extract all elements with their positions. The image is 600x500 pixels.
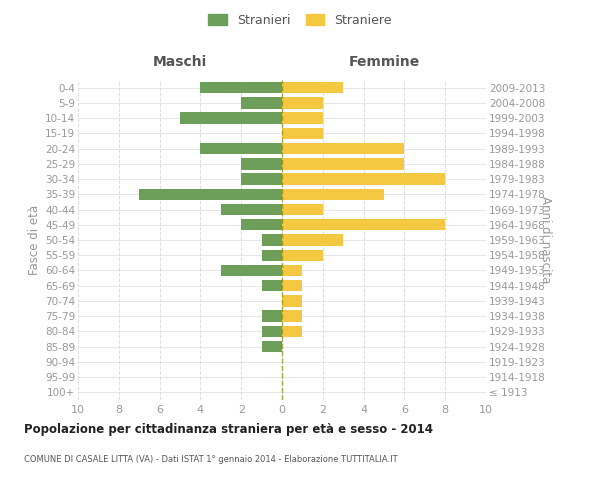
Bar (241, 219, 282, 230)
Bar (262, 280, 282, 291)
Bar (221, 204, 282, 215)
Bar (139, 188, 282, 200)
Bar (262, 326, 282, 337)
Bar (200, 143, 282, 154)
Y-axis label: Fasce di età: Fasce di età (28, 205, 41, 275)
Bar (282, 97, 323, 108)
Bar (241, 158, 282, 170)
Bar (262, 250, 282, 261)
Bar (282, 310, 302, 322)
Bar (282, 188, 384, 200)
Bar (262, 310, 282, 322)
Bar (200, 82, 282, 94)
Bar (282, 326, 302, 337)
Bar (282, 204, 323, 215)
Bar (282, 234, 343, 246)
Bar (180, 112, 282, 124)
Bar (282, 265, 302, 276)
Bar (241, 97, 282, 108)
Bar (282, 128, 323, 139)
Bar (282, 295, 302, 306)
Bar (282, 219, 445, 230)
Bar (262, 341, 282, 352)
Bar (282, 158, 404, 170)
Text: Femmine: Femmine (349, 56, 419, 70)
Bar (282, 280, 302, 291)
Y-axis label: Anni di nascita: Anni di nascita (539, 196, 553, 284)
Bar (282, 82, 343, 94)
Bar (282, 143, 404, 154)
Bar (282, 112, 323, 124)
Bar (221, 265, 282, 276)
Bar (241, 174, 282, 185)
Text: COMUNE DI CASALE LITTA (VA) - Dati ISTAT 1° gennaio 2014 - Elaborazione TUTTITAL: COMUNE DI CASALE LITTA (VA) - Dati ISTAT… (24, 455, 398, 464)
Legend: Stranieri, Straniere: Stranieri, Straniere (208, 14, 392, 26)
Text: Popolazione per cittadinanza straniera per età e sesso - 2014: Popolazione per cittadinanza straniera p… (24, 422, 433, 436)
Bar (282, 174, 445, 185)
Text: Maschi: Maschi (153, 56, 207, 70)
Bar (262, 234, 282, 246)
Bar (282, 250, 323, 261)
